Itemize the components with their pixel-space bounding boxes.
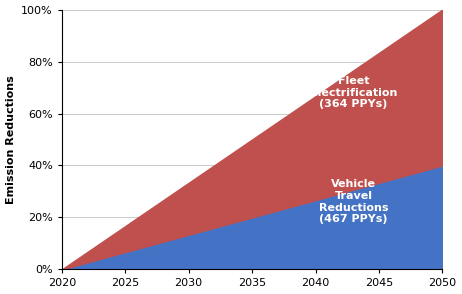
Text: Vehicle
Travel
Reductions
(467 PPYs): Vehicle Travel Reductions (467 PPYs) bbox=[319, 179, 389, 224]
Y-axis label: Emission Reductions: Emission Reductions bbox=[6, 75, 16, 204]
Text: Fleet
Electrification
(364 PPYs): Fleet Electrification (364 PPYs) bbox=[310, 76, 397, 109]
